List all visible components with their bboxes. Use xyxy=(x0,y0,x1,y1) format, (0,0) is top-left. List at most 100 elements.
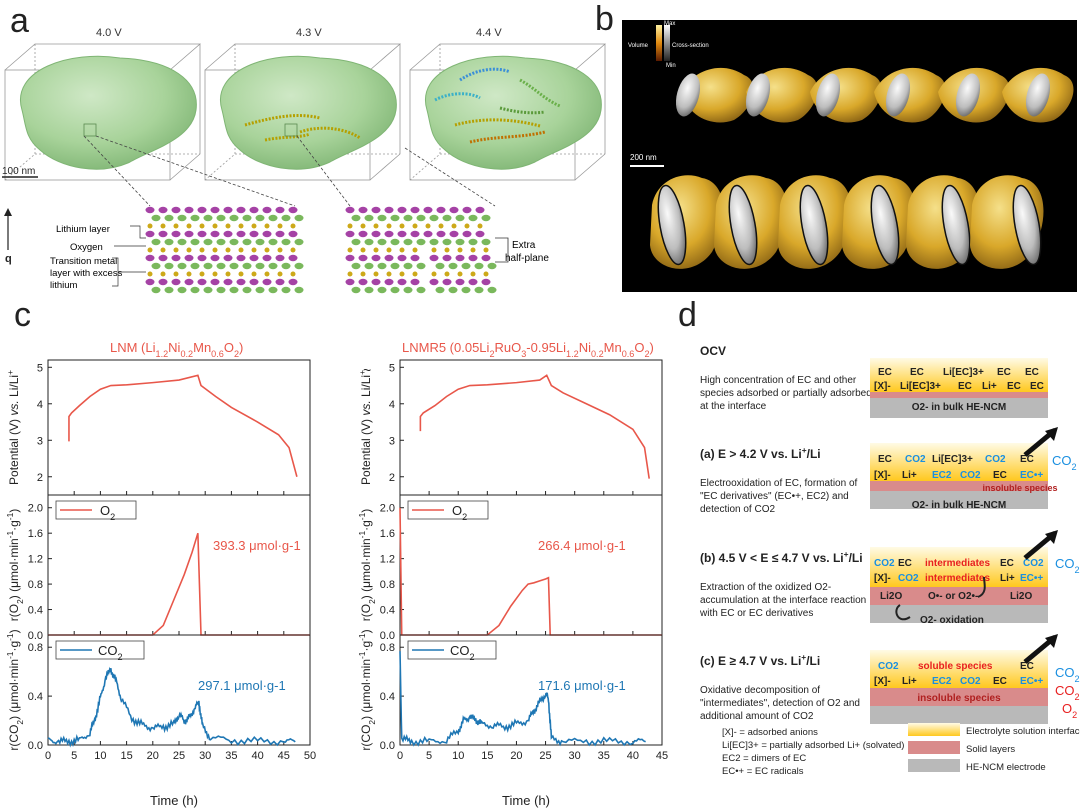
y-tick-label: 1.6 xyxy=(28,528,43,540)
lattice-atom xyxy=(264,247,270,253)
lattice-atom xyxy=(386,271,392,277)
zoom-box-1 xyxy=(83,123,97,137)
lattice-atom xyxy=(171,278,181,286)
lattice-atom xyxy=(410,278,420,286)
lattice-atom xyxy=(158,278,168,286)
lattice-atom xyxy=(364,262,374,270)
lattice-atom xyxy=(190,262,200,270)
lattice-atom xyxy=(199,223,205,229)
gas-arrow-c-head xyxy=(1045,634,1058,648)
legend-box-co2 xyxy=(55,640,145,660)
legend-label-co2: CO2 xyxy=(450,643,475,662)
lattice-atom xyxy=(373,247,379,253)
y-tick-label: 2 xyxy=(389,472,395,484)
lattice-atom xyxy=(190,286,200,294)
cross-section-slice xyxy=(885,73,911,117)
ocv-species: EC xyxy=(878,367,892,378)
lattice-atom xyxy=(345,230,355,238)
particle-frame-bottom xyxy=(778,175,852,269)
step-c-species: CO2 xyxy=(960,676,981,687)
step-title: (c) E ≥ 4.7 V vs. Li+/Li xyxy=(700,652,820,668)
lattice-atom xyxy=(347,223,353,229)
step-a-species: EC xyxy=(993,470,1007,481)
lattice-atom xyxy=(249,278,259,286)
lattice-atom xyxy=(262,206,272,214)
panel-a-figure: 4.0 V 4.3 V 4.4 V 100 nm xyxy=(2,27,607,294)
lattice-atom xyxy=(288,206,298,214)
cross-section-slice xyxy=(870,184,900,266)
lattice-atom xyxy=(412,271,418,277)
lattice-atom xyxy=(386,247,392,253)
lattice-atom xyxy=(351,286,361,294)
co2-series-line xyxy=(47,666,296,748)
ocv-species: EC xyxy=(997,367,1011,378)
x-tick-label: 30 xyxy=(199,750,211,762)
step-b-species: EC xyxy=(898,558,912,569)
lattice-atom xyxy=(186,223,192,229)
lattice-atom xyxy=(242,286,252,294)
step-c-species: EC•+ xyxy=(1020,676,1043,687)
lattice-atom xyxy=(216,262,226,270)
step-title: (b) 4.5 V < E ≤ 4.7 V vs. Li+/Li xyxy=(700,549,863,565)
lattice-atom xyxy=(290,247,296,253)
step-a-species: EC xyxy=(878,454,892,465)
lattice-atom xyxy=(223,254,233,262)
y-tick-label: 3 xyxy=(389,435,395,447)
particle-frame-top xyxy=(938,67,1010,123)
lattice-atom xyxy=(184,278,194,286)
lattice-atom xyxy=(373,223,379,229)
cross-section-slice xyxy=(1012,184,1042,266)
lattice-atom xyxy=(399,223,405,229)
voltage-label-2: 4.3 V xyxy=(296,27,322,39)
lattice-atom xyxy=(262,254,272,262)
lattice-atom xyxy=(397,278,407,286)
y-tick-label: 0.4 xyxy=(380,605,395,617)
lattice-atom xyxy=(158,206,168,214)
step-description: with EC or EC derivatives xyxy=(699,608,813,619)
lattice-atom xyxy=(461,286,471,294)
lattice-atom xyxy=(403,262,413,270)
lattice-atom xyxy=(160,223,166,229)
lattice-atom xyxy=(448,286,458,294)
lattice-atom xyxy=(229,286,239,294)
particle-frame-bottom xyxy=(714,175,788,269)
lattice-atom xyxy=(345,278,355,286)
legend-label-o2: O2 xyxy=(452,503,467,522)
particle-4-0v xyxy=(19,55,197,170)
lattice-atom xyxy=(255,238,265,246)
lattice-atom xyxy=(384,206,394,214)
step-b-species: intermediates xyxy=(925,558,990,569)
lattice-atom xyxy=(268,286,278,294)
lattice-atom xyxy=(288,230,298,238)
lattice-atom xyxy=(236,230,246,238)
lattice-atom xyxy=(371,278,381,286)
lattice-atom xyxy=(275,254,285,262)
panel-c-letter: c xyxy=(14,296,31,334)
lattice-atom xyxy=(177,262,187,270)
lattice-atom xyxy=(177,238,187,246)
dislocation-lines-4-4v xyxy=(434,67,561,144)
step-b-species: CO2 xyxy=(1023,558,1044,569)
particle-frame-top xyxy=(1002,67,1074,123)
cross-section-slice xyxy=(1025,73,1051,117)
lattice-atom xyxy=(197,206,207,214)
legend-box-o2 xyxy=(407,500,489,520)
lattice-atom xyxy=(158,230,168,238)
step-b-species: EC•+ xyxy=(1020,573,1043,584)
y-tick-label: 0.4 xyxy=(28,605,43,617)
step-a-species: CO2 xyxy=(985,454,1006,465)
y-axis-label-co2: r(CO2) (μmol·min-1·g-1) xyxy=(5,629,25,750)
cross-section-slice xyxy=(799,184,829,266)
lattice-atom xyxy=(403,214,413,222)
lattice-atom xyxy=(210,206,220,214)
lattice-atom xyxy=(160,271,166,277)
lattice-atom xyxy=(384,278,394,286)
step-c-species: EC xyxy=(1020,661,1034,672)
lattice-atom xyxy=(255,262,265,270)
gas-arrow-a-head xyxy=(1045,427,1058,441)
lattice-atom xyxy=(164,214,174,222)
ocv-electrode xyxy=(870,398,1048,418)
ocv-species: EC xyxy=(1025,367,1039,378)
lattice-atom xyxy=(403,238,413,246)
lattice-atom xyxy=(442,278,452,286)
